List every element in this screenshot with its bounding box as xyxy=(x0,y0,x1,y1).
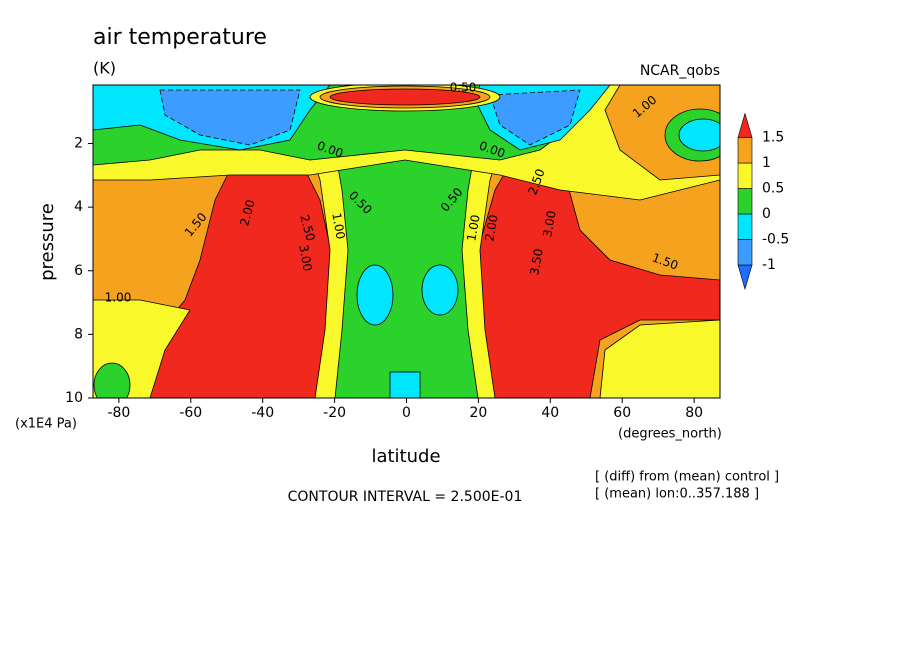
fill-region xyxy=(389,371,421,398)
fill-region xyxy=(489,89,581,146)
colorbar-label: 1.5 xyxy=(762,130,784,146)
x-tick-label: -80 xyxy=(107,405,130,421)
colorbar-segment xyxy=(737,162,753,189)
y-tick-label: 6 xyxy=(74,263,83,279)
x-tick-label: 20 xyxy=(469,405,487,421)
fill-region xyxy=(356,264,394,326)
y-tick-label: 8 xyxy=(74,326,83,342)
note: [ (diff) from (mean) control ] xyxy=(595,470,779,485)
y-tick-label: 4 xyxy=(74,199,83,215)
colorbar-triangle xyxy=(737,112,753,138)
x-axis-label: latitude xyxy=(371,446,440,467)
contour-label: 1.00 xyxy=(329,212,347,241)
x-tick-label: 60 xyxy=(613,405,631,421)
y-axis-label: pressure xyxy=(37,203,58,281)
fill-region xyxy=(421,264,459,316)
colorbar-segment xyxy=(737,213,753,240)
contour-label: 2.50 xyxy=(297,213,317,242)
colorbar-segment xyxy=(737,137,753,164)
y-tick-label: 10 xyxy=(65,390,83,406)
contour-label: 3.00 xyxy=(296,244,314,273)
y-tick-label: 2 xyxy=(74,136,83,152)
contour-label: 1.00 xyxy=(464,214,482,243)
contour-label: 2.00 xyxy=(482,214,500,243)
colorbar-segment xyxy=(737,239,753,266)
x-axis-unit: (degrees_north) xyxy=(618,427,722,442)
x-tick-label: -40 xyxy=(251,405,274,421)
colorbar-label: 1 xyxy=(762,155,771,171)
x-tick-label: -60 xyxy=(179,405,202,421)
fill-region xyxy=(159,89,301,146)
fill-region xyxy=(329,88,481,106)
x-tick-label: 80 xyxy=(685,405,703,421)
fill-region xyxy=(449,149,720,398)
colorbar-label: -1 xyxy=(762,257,776,273)
y-axis-unit: (x1E4 Pa) xyxy=(15,417,77,432)
contour-label: 1.00 xyxy=(105,291,132,305)
contour-label: 2.00 xyxy=(237,198,257,227)
note: [ (mean) lon:0..357.188 ] xyxy=(595,487,759,502)
contour-field xyxy=(93,85,720,398)
fill-region xyxy=(599,319,720,398)
x-tick-label: 40 xyxy=(541,405,559,421)
source-label: NCAR_qobs xyxy=(640,63,720,79)
colorbar-segment xyxy=(737,188,753,215)
contour-interval: CONTOUR INTERVAL = 2.500E-01 xyxy=(288,489,523,505)
contour-label: 3.50 xyxy=(527,248,545,277)
colorbar-triangle xyxy=(737,264,753,291)
fill-region xyxy=(93,362,131,398)
contour-label: 3.00 xyxy=(540,210,558,239)
x-tick-label: -20 xyxy=(323,405,346,421)
chart-subtitle: (K) xyxy=(93,59,116,78)
colorbar-label: 0 xyxy=(762,206,771,222)
x-tick-label: 0 xyxy=(402,405,411,421)
colorbar-label: 0.5 xyxy=(762,181,784,197)
contour-label: 0.50 xyxy=(450,81,477,95)
chart-title: air temperature xyxy=(93,25,267,50)
fill-region xyxy=(678,118,720,152)
colorbar-label: -0.5 xyxy=(762,232,789,248)
